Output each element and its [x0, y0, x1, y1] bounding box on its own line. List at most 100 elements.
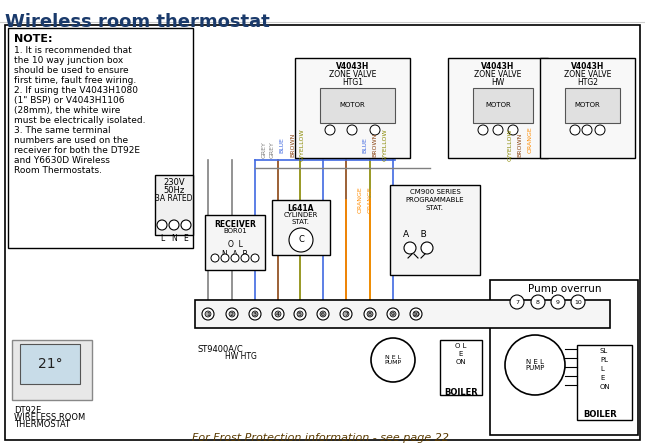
Text: 4: 4 — [276, 312, 280, 316]
Text: MOTOR: MOTOR — [485, 102, 511, 108]
Text: 9: 9 — [391, 312, 395, 316]
Text: must be electrically isolated.: must be electrically isolated. — [14, 116, 146, 125]
Circle shape — [272, 308, 284, 320]
Text: BOILER: BOILER — [444, 388, 478, 397]
Text: Room Thermostats.: Room Thermostats. — [14, 166, 102, 175]
Text: ORANGE: ORANGE — [368, 187, 373, 213]
Text: HTG2: HTG2 — [577, 78, 598, 87]
Circle shape — [325, 125, 335, 135]
Bar — [490, 280, 638, 435]
Text: BLUE: BLUE — [362, 137, 368, 153]
Circle shape — [571, 295, 585, 309]
Circle shape — [510, 295, 524, 309]
Circle shape — [317, 308, 329, 320]
Circle shape — [297, 311, 303, 317]
Bar — [8, 28, 193, 248]
Circle shape — [410, 308, 422, 320]
Circle shape — [390, 311, 396, 317]
Bar — [295, 58, 410, 158]
Text: 10: 10 — [412, 312, 420, 316]
Circle shape — [595, 125, 605, 135]
Text: STAT.: STAT. — [426, 205, 444, 211]
Bar — [448, 58, 548, 158]
Text: L: L — [600, 366, 604, 372]
Text: ST9400A/C: ST9400A/C — [197, 345, 243, 354]
Text: 2. If using the V4043H1080: 2. If using the V4043H1080 — [14, 86, 138, 95]
Circle shape — [367, 311, 373, 317]
Circle shape — [231, 254, 239, 262]
Circle shape — [211, 254, 219, 262]
Text: HW: HW — [491, 78, 504, 87]
Text: receiver for both the DT92E: receiver for both the DT92E — [14, 146, 140, 155]
Text: 5: 5 — [298, 312, 302, 316]
Text: O L: O L — [455, 343, 467, 349]
Circle shape — [241, 254, 249, 262]
Text: DT92E: DT92E — [14, 406, 41, 415]
Text: should be used to ensure: should be used to ensure — [14, 66, 128, 75]
Text: G/YELLOW: G/YELLOW — [508, 129, 513, 161]
Circle shape — [582, 125, 592, 135]
Text: L: L — [160, 234, 164, 243]
Circle shape — [570, 125, 580, 135]
Text: first time, fault free wiring.: first time, fault free wiring. — [14, 76, 136, 85]
Circle shape — [508, 125, 518, 135]
Text: 3A RATED: 3A RATED — [155, 194, 193, 203]
Text: the 10 way junction box: the 10 way junction box — [14, 56, 123, 65]
Circle shape — [251, 254, 259, 262]
Circle shape — [371, 338, 415, 382]
Circle shape — [221, 254, 229, 262]
Bar — [440, 340, 482, 395]
Text: ON: ON — [455, 359, 466, 365]
Bar — [577, 345, 632, 420]
Circle shape — [249, 308, 261, 320]
Text: 1. It is recommended that: 1. It is recommended that — [14, 46, 132, 55]
Circle shape — [370, 125, 380, 135]
Text: G/YELLOW: G/YELLOW — [299, 129, 304, 161]
Text: 230V: 230V — [163, 178, 185, 187]
Circle shape — [229, 311, 235, 317]
Circle shape — [275, 311, 281, 317]
Text: For Frost Protection information - see page 22: For Frost Protection information - see p… — [192, 433, 448, 443]
Text: N E L
PUMP: N E L PUMP — [384, 354, 402, 365]
Text: 1: 1 — [206, 312, 210, 316]
Circle shape — [202, 308, 214, 320]
Text: V4043H: V4043H — [571, 62, 604, 71]
Text: numbers are used on the: numbers are used on the — [14, 136, 128, 145]
Circle shape — [387, 308, 399, 320]
Circle shape — [340, 308, 352, 320]
Text: Pump overrun: Pump overrun — [528, 284, 602, 294]
Bar — [195, 300, 610, 328]
Text: ORANGE: ORANGE — [357, 187, 362, 213]
Text: NOTE:: NOTE: — [14, 34, 52, 44]
Text: RECEIVER: RECEIVER — [214, 220, 256, 229]
Text: E: E — [600, 375, 604, 381]
Text: BROWN: BROWN — [290, 133, 295, 157]
Circle shape — [421, 242, 433, 254]
Text: 2: 2 — [230, 312, 234, 316]
Text: PL: PL — [600, 357, 608, 363]
Text: 3. The same terminal: 3. The same terminal — [14, 126, 111, 135]
Text: BOILER: BOILER — [583, 410, 617, 419]
Text: ZONE VALVE: ZONE VALVE — [329, 70, 376, 79]
Text: HTG1: HTG1 — [342, 78, 363, 87]
Text: N  A  B: N A B — [222, 250, 248, 259]
Text: (1" BSP) or V4043H1106: (1" BSP) or V4043H1106 — [14, 96, 124, 105]
Text: PROGRAMMABLE: PROGRAMMABLE — [406, 197, 464, 203]
Bar — [272, 200, 330, 255]
Text: (28mm), the white wire: (28mm), the white wire — [14, 106, 121, 115]
Bar — [20, 344, 80, 384]
Text: ZONE VALVE: ZONE VALVE — [474, 70, 522, 79]
Circle shape — [294, 308, 306, 320]
Text: N E L
PUMP: N E L PUMP — [525, 358, 544, 371]
Text: V4043H: V4043H — [481, 62, 515, 71]
Text: HW HTG: HW HTG — [225, 352, 257, 361]
Text: STAT.: STAT. — [292, 219, 310, 225]
Circle shape — [493, 125, 503, 135]
Circle shape — [289, 228, 313, 252]
Circle shape — [320, 311, 326, 317]
Text: CYLINDER: CYLINDER — [284, 212, 318, 218]
Text: 21°: 21° — [37, 357, 63, 371]
Text: ZONE VALVE: ZONE VALVE — [564, 70, 611, 79]
Text: BOR01: BOR01 — [223, 228, 247, 234]
Circle shape — [551, 295, 565, 309]
